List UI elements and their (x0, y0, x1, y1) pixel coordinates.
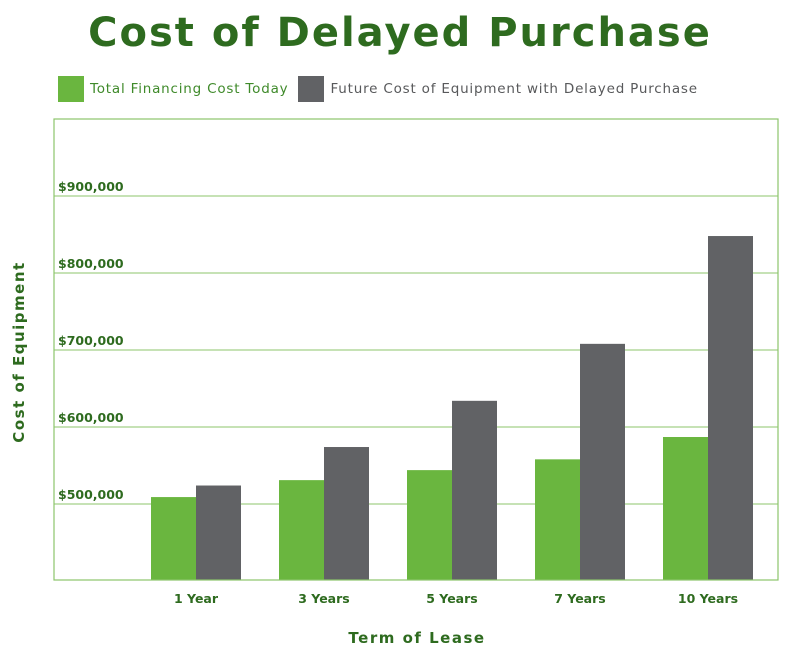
legend-swatch-financing (58, 76, 84, 102)
y-axis-label: Cost of Equipment (10, 261, 28, 442)
legend-label-future-cost: Future Cost of Equipment with Delayed Pu… (330, 81, 698, 97)
bar-future-cost (324, 447, 369, 580)
plot-frame (53, 118, 779, 581)
bar-financing-cost (279, 480, 324, 580)
legend-item-financing: Total Financing Cost Today (58, 76, 288, 102)
bar-financing-cost (535, 459, 580, 580)
y-tick-label: $600,000 (58, 410, 124, 425)
bar-financing-cost (151, 497, 196, 580)
x-tick-label: 1 Year (174, 591, 219, 606)
x-tick-label: 3 Years (298, 591, 349, 606)
legend-item-future-cost: Future Cost of Equipment with Delayed Pu… (298, 76, 697, 102)
legend-swatch-future-cost (298, 76, 325, 102)
x-tick-label: 5 Years (426, 591, 477, 606)
y-tick-label: $900,000 (58, 179, 124, 194)
x-axis-label: Term of Lease (348, 629, 485, 647)
legend: Total Financing Cost Today Future Cost o… (58, 76, 708, 102)
bar-future-cost (580, 343, 625, 580)
bars (151, 236, 753, 581)
bar-financing-cost (407, 470, 452, 580)
x-axis-ticks: 1 Year 3 Years 5 Years 7 Years 10 Years (174, 591, 738, 606)
bar-future-cost (452, 400, 497, 580)
x-tick-label: 10 Years (678, 591, 738, 606)
bar-future-cost (708, 236, 753, 581)
bar-financing-cost (663, 437, 708, 580)
y-tick-label: $700,000 (58, 333, 124, 348)
y-axis-ticks: $500,000 $600,000 $700,000 $800,000 $900,000 (58, 179, 124, 502)
x-tick-label: 7 Years (554, 591, 605, 606)
legend-label-financing: Total Financing Cost Today (90, 81, 289, 97)
bar-future-cost (196, 485, 241, 580)
chart-title: Cost of Delayed Purchase (88, 10, 712, 56)
y-tick-label: $500,000 (58, 487, 124, 502)
y-tick-label: $800,000 (58, 256, 124, 271)
